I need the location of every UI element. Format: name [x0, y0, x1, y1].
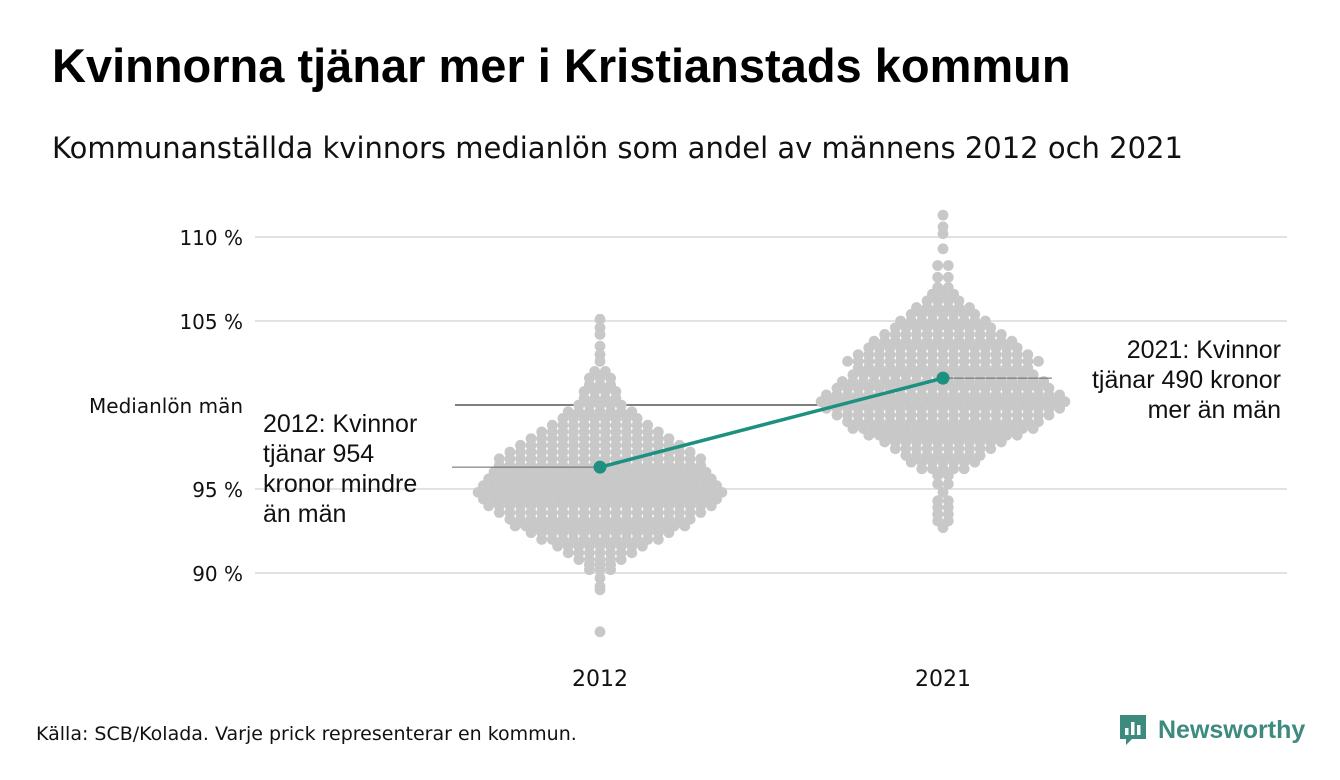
reference-line-label: Medianlön män	[89, 394, 243, 418]
y-tick-label-90: 90 %	[192, 562, 243, 586]
dot	[842, 355, 853, 367]
dot	[942, 478, 954, 490]
dot	[695, 453, 707, 465]
dot	[942, 282, 954, 293]
dot	[980, 315, 991, 327]
dot	[895, 315, 906, 327]
dot	[1022, 349, 1034, 360]
dots-2021	[815, 209, 1071, 534]
dots-2012	[472, 313, 728, 638]
dot	[942, 271, 954, 283]
dot	[932, 478, 944, 490]
dot	[594, 313, 606, 325]
dot	[964, 302, 975, 313]
source-note: Källa: SCB/Kolada. Varje prick represent…	[36, 723, 577, 745]
dot	[594, 349, 606, 360]
dot	[868, 335, 880, 347]
dot	[1038, 376, 1050, 387]
dot	[594, 340, 606, 352]
dot	[942, 260, 954, 271]
dot	[594, 322, 606, 334]
dot	[536, 426, 548, 438]
x-tick-label-2012: 2012	[572, 667, 628, 692]
x-tick-label-2021: 2021	[915, 667, 971, 692]
dot	[562, 406, 574, 418]
dot	[684, 446, 696, 458]
y-tick-label-105: 105 %	[179, 310, 243, 334]
highlight-line	[599, 376, 944, 469]
highlight-point-2012	[593, 460, 607, 474]
dot	[546, 419, 558, 431]
annotation-2021: 2021: Kvinnor tjänar 490 kronor mer än män	[1092, 336, 1281, 424]
dot	[932, 495, 944, 507]
dot	[663, 433, 675, 444]
dot	[932, 282, 944, 293]
dot	[589, 366, 601, 377]
dot	[937, 209, 949, 221]
dot	[836, 376, 848, 387]
dot	[652, 426, 664, 438]
dot	[493, 453, 505, 465]
y-tick-label-95: 95 %	[192, 478, 243, 502]
dot	[911, 302, 922, 313]
dot	[525, 433, 537, 444]
newsworthy-logo-icon	[1120, 715, 1146, 745]
dot	[626, 406, 638, 418]
dot	[821, 389, 832, 401]
highlight-point-2021	[936, 371, 950, 385]
dot	[995, 329, 1007, 340]
dot	[642, 419, 654, 431]
brand-name: Newsworthy	[1158, 715, 1306, 744]
dot	[599, 366, 611, 377]
dot	[594, 581, 606, 592]
dot	[852, 349, 864, 360]
dot	[942, 495, 954, 507]
dot	[1033, 355, 1044, 367]
dot	[504, 446, 516, 458]
dot	[515, 439, 526, 451]
chart-title: Kvinnorna tjänar mer i Kristianstads kom…	[52, 39, 1071, 92]
dot	[879, 329, 891, 340]
y-tick-label-110: 110 %	[179, 226, 243, 250]
dot	[1054, 389, 1065, 401]
annotation-2012: 2012: Kvinnor tjänar 954 kronor mindre än m…	[263, 410, 417, 528]
chart-subtitle: Kommunanställda kvinnors medianlön som a…	[52, 131, 1183, 165]
dot	[932, 271, 944, 283]
dot	[937, 221, 949, 233]
dot	[594, 626, 606, 638]
dot	[594, 572, 606, 584]
dot	[937, 486, 949, 498]
dot	[1006, 335, 1018, 347]
brand-logo[interactable]: Newsworthy	[1118, 713, 1305, 747]
dot	[937, 243, 949, 255]
dot	[932, 260, 944, 271]
